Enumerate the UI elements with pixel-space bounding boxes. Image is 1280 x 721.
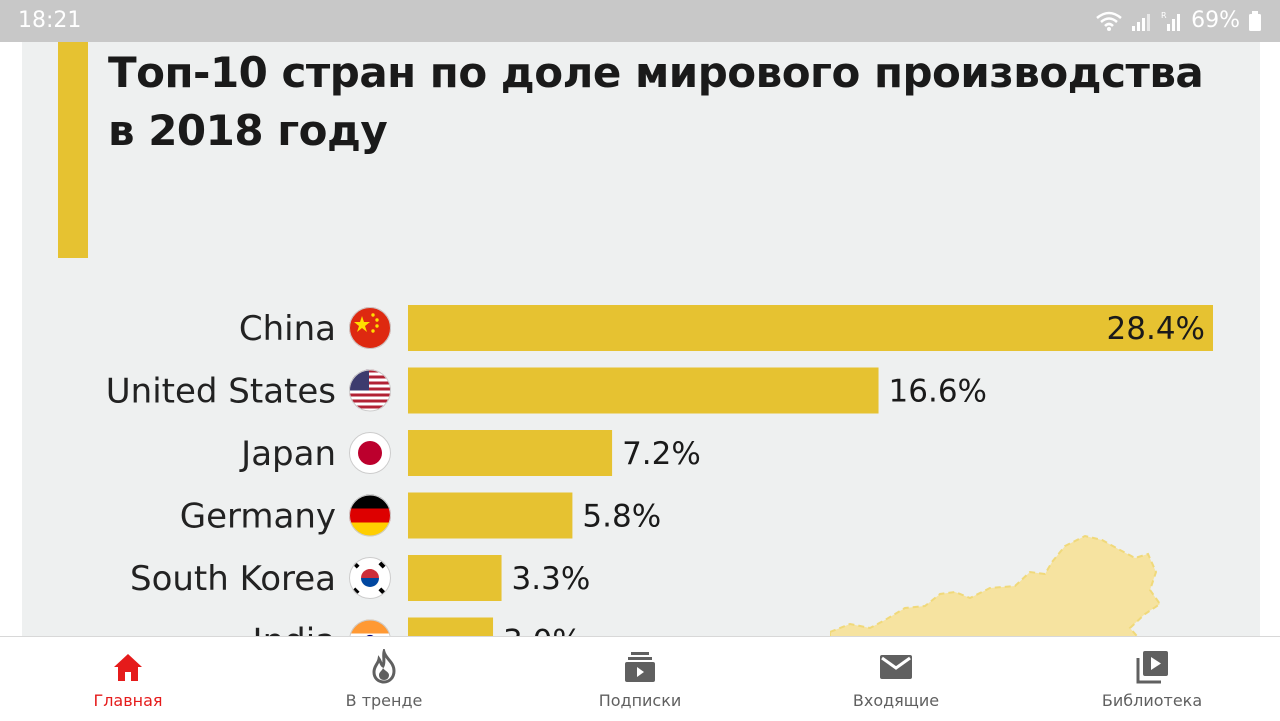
bar-japan bbox=[408, 430, 613, 476]
chart-canvas: China 28.4% United States 16.6% Japan 7.2% Ger… bbox=[106, 305, 1213, 637]
svg-text:R: R bbox=[1161, 11, 1167, 20]
accent-bar bbox=[58, 42, 88, 258]
value-label-united-states: 16.6% bbox=[889, 374, 987, 410]
subscriptions-icon bbox=[625, 652, 655, 682]
bar-india bbox=[408, 617, 494, 636]
main-content[interactable]: Топ-10 стран по доле мирового производст… bbox=[0, 42, 1280, 636]
status-icons: R 69% bbox=[1095, 8, 1262, 33]
china-flag-icon bbox=[349, 307, 391, 349]
nav-trending-label: В тренде bbox=[345, 691, 423, 710]
value-label-south-korea: 3.3% bbox=[512, 561, 591, 597]
bottom-navigation: Главная В тренде Подписки Входящие Библи… bbox=[0, 636, 1280, 720]
nav-library-label: Библиотека bbox=[1101, 691, 1203, 710]
category-label-united-states: United States bbox=[106, 372, 336, 412]
nav-home-label: Главная bbox=[93, 691, 163, 710]
nav-inbox[interactable]: Входящие bbox=[816, 637, 976, 721]
nav-home[interactable]: Главная bbox=[48, 637, 208, 721]
nav-library[interactable]: Библиотека bbox=[1072, 637, 1232, 721]
nav-inbox-label: Входящие bbox=[852, 691, 940, 710]
category-label-india: India bbox=[253, 622, 336, 637]
status-time: 18:21 bbox=[18, 8, 82, 33]
inbox-mail-icon bbox=[880, 655, 912, 679]
library-icon bbox=[1136, 651, 1168, 684]
infographic-title: Топ-10 стран по доле мирового производст… bbox=[108, 48, 1204, 155]
bar-south-korea bbox=[408, 555, 502, 601]
bar-china bbox=[408, 305, 1213, 351]
bar-germany bbox=[408, 492, 573, 539]
signal-roaming-icon: R bbox=[1161, 10, 1183, 32]
signal-icon bbox=[1131, 10, 1153, 32]
battery-icon bbox=[1248, 10, 1262, 32]
india-flag-icon bbox=[349, 619, 391, 636]
germany-flag-icon bbox=[349, 494, 391, 537]
value-label-india: 3.0% bbox=[503, 624, 582, 637]
bar-united-states bbox=[408, 367, 879, 414]
usa-flag-icon bbox=[349, 369, 391, 412]
japan-flag-icon bbox=[349, 432, 391, 474]
value-label-germany: 5.8% bbox=[582, 499, 661, 535]
map-decoration-icon bbox=[830, 534, 1162, 636]
category-label-germany: Germany bbox=[180, 497, 336, 537]
nav-subscriptions-label: Подписки bbox=[598, 691, 682, 710]
category-label-china: China bbox=[239, 309, 336, 349]
category-label-japan: Japan bbox=[239, 434, 336, 474]
south-korea-flag-icon bbox=[349, 557, 391, 599]
value-label-japan: 7.2% bbox=[622, 436, 701, 472]
trending-flame-icon bbox=[372, 649, 396, 684]
battery-text: 69% bbox=[1191, 8, 1240, 33]
nav-subscriptions[interactable]: Подписки bbox=[560, 637, 720, 721]
category-label-south-korea: South Korea bbox=[130, 559, 336, 599]
wifi-icon bbox=[1095, 10, 1123, 32]
home-icon bbox=[114, 654, 142, 681]
value-label-china: 28.4% bbox=[1107, 311, 1205, 347]
status-bar: 18:21 R 69% bbox=[0, 0, 1280, 42]
nav-trending[interactable]: В тренде bbox=[304, 637, 464, 721]
